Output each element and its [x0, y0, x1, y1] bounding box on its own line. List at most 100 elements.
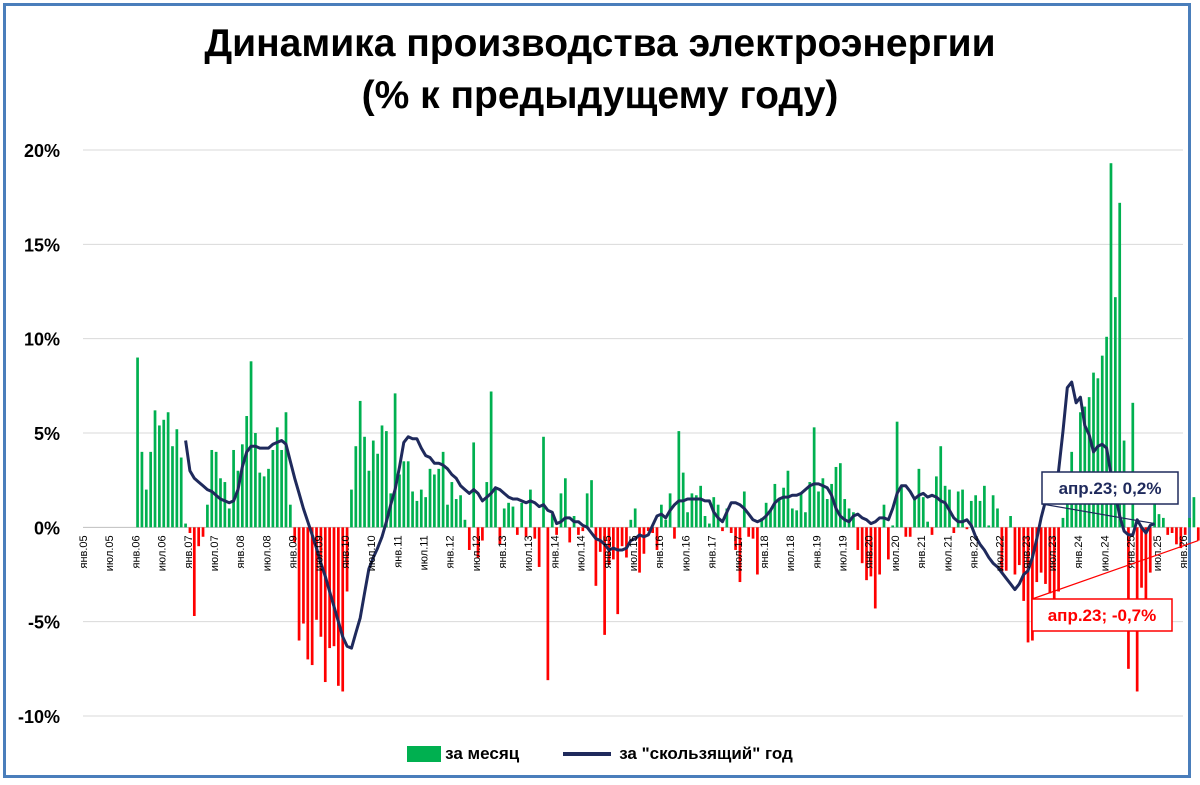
x-tick-label: янв.13	[497, 535, 509, 568]
monthly-bar	[935, 476, 938, 528]
monthly-bar	[834, 466, 838, 528]
y-tick-label: 10%	[24, 330, 60, 350]
monthly-bar	[555, 527, 558, 535]
monthly-bar	[1196, 527, 1200, 541]
monthly-bar	[494, 489, 497, 528]
monthly-bar	[673, 527, 676, 539]
monthly-bar	[214, 451, 218, 528]
monthly-bar	[441, 451, 445, 528]
x-tick-label: янв.05	[78, 535, 90, 568]
monthly-bar	[808, 482, 812, 528]
monthly-bar	[620, 527, 624, 547]
monthly-bar	[153, 410, 157, 528]
monthly-bar	[297, 527, 301, 641]
legend-label-monthly: за месяц	[445, 744, 520, 763]
monthly-bar	[699, 485, 703, 528]
monthly-bar	[642, 527, 646, 554]
monthly-bar	[943, 485, 947, 528]
monthly-bar	[961, 489, 964, 528]
monthly-bar	[603, 527, 606, 635]
monthly-bar	[1162, 517, 1165, 528]
x-tick-label: июл.13	[523, 535, 535, 571]
monthly-bar	[804, 512, 807, 528]
monthly-bar	[323, 527, 327, 683]
monthly-bar	[1048, 527, 1052, 594]
monthly-bar	[1170, 527, 1174, 533]
x-tick-label: янв.23	[1021, 535, 1033, 568]
monthly-bar	[424, 497, 428, 528]
monthly-bar	[184, 523, 187, 528]
monthly-bar	[638, 527, 641, 573]
monthly-bar	[550, 514, 554, 528]
monthly-bar	[385, 431, 388, 528]
monthly-bar	[1044, 527, 1047, 584]
monthly-bar	[345, 527, 349, 592]
monthly-bar	[734, 527, 737, 550]
monthly-bar	[939, 446, 943, 528]
monthly-bar	[952, 527, 956, 533]
monthly-bar	[581, 527, 585, 532]
monthly-bar	[777, 499, 781, 528]
monthly-bar	[830, 483, 833, 528]
monthly-bar	[686, 512, 689, 528]
monthly-bar	[411, 491, 414, 528]
rolling-line-layer	[184, 380, 1156, 650]
chart-title: Динамика производства электроэнергии (% …	[0, 18, 1200, 122]
monthly-bar	[363, 436, 366, 528]
monthly-bar	[341, 527, 345, 692]
monthly-bar	[721, 527, 724, 532]
monthly-bar	[969, 500, 973, 528]
monthly-bar	[358, 400, 362, 528]
monthly-bar	[524, 527, 528, 537]
monthly-bar	[1113, 297, 1117, 528]
monthly-bar	[140, 451, 144, 528]
monthly-bar	[267, 468, 270, 528]
x-tick-label: янв.07	[183, 535, 195, 568]
annotation-rolling-leader	[1041, 503, 1155, 525]
monthly-bar	[921, 497, 925, 528]
monthly-bar	[284, 412, 288, 528]
x-tick-label: янв.11	[392, 535, 404, 567]
monthly-bar	[197, 527, 201, 547]
monthly-bar	[463, 519, 467, 528]
x-tick-label: янв.14	[549, 535, 561, 568]
monthly-bar	[978, 500, 982, 528]
monthly-bar	[751, 527, 755, 539]
monthly-bar	[983, 485, 986, 528]
rolling-year-line	[184, 380, 1156, 650]
monthly-bar	[158, 425, 161, 528]
monthly-bar	[310, 527, 314, 666]
monthly-bar	[786, 470, 790, 528]
monthly-bar	[956, 491, 960, 528]
monthly-bar	[459, 495, 462, 528]
monthly-bar	[437, 468, 441, 528]
monthly-bar	[908, 527, 912, 537]
monthly-bar	[219, 478, 222, 528]
monthly-bar	[996, 508, 999, 528]
x-tick-label: янв.09	[288, 535, 300, 568]
x-tick-label: июл.11	[419, 535, 431, 570]
monthly-bar	[729, 527, 733, 533]
monthly-bar	[563, 478, 567, 528]
monthly-bar	[542, 436, 545, 528]
monthly-bar	[520, 502, 524, 528]
monthly-bar	[223, 482, 227, 528]
x-tick-label: июл.09	[314, 535, 326, 571]
monthly-bar	[485, 482, 489, 528]
monthly-bar	[175, 429, 179, 528]
monthly-bar	[559, 493, 563, 528]
monthly-bar	[546, 527, 550, 681]
monthly-bar	[843, 499, 847, 528]
monthly-bar	[1148, 527, 1152, 573]
monthly-bar	[188, 527, 192, 533]
monthly-bar	[1118, 202, 1122, 528]
monthly-bar	[498, 527, 502, 545]
monthly-bar	[869, 527, 873, 577]
monthly-bar	[380, 425, 384, 528]
monthly-bar	[799, 493, 803, 528]
annotations: апр.23; 0,2% апр.23; -0,7%	[1031, 471, 1199, 632]
monthly-bar	[511, 506, 515, 528]
monthly-bar	[568, 527, 572, 543]
monthly-bar	[402, 461, 406, 528]
